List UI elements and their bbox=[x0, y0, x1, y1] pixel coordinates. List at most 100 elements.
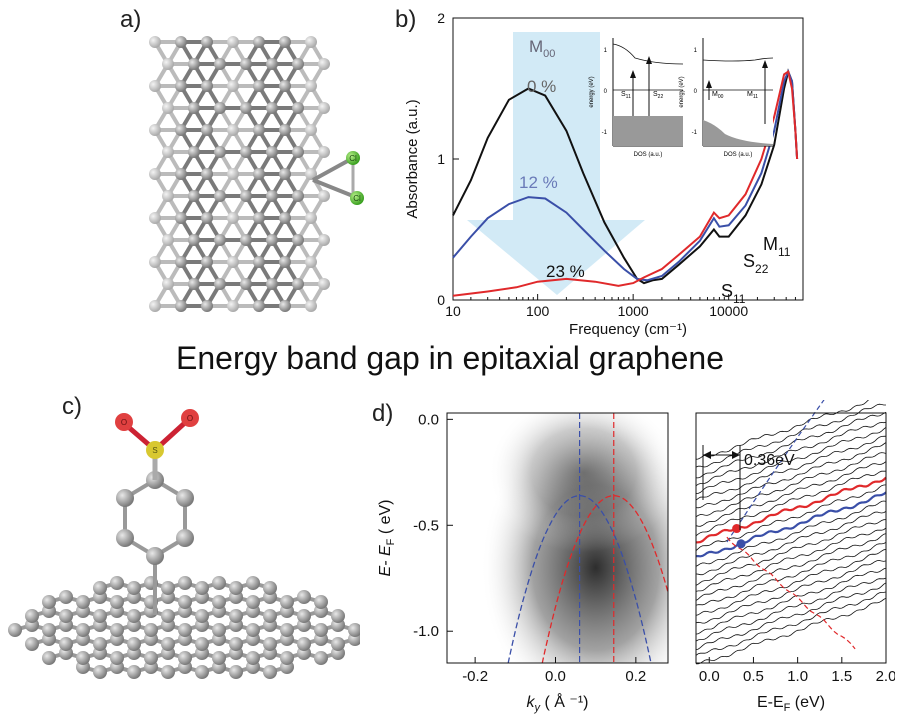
carbon-atom bbox=[201, 36, 213, 48]
panel-label-b: b) bbox=[395, 6, 417, 33]
panel-d-edc-stack: 0.0 0.5 1.0 1.5 2.0 E-EF (eV) 0.36eV bbox=[695, 400, 895, 714]
edc-curve bbox=[695, 591, 887, 656]
carbon-atom bbox=[266, 190, 278, 202]
carbon-atom bbox=[246, 576, 260, 590]
carbon-atom bbox=[93, 665, 107, 679]
carbon-atom bbox=[214, 102, 226, 114]
inset2-ytick: 1 bbox=[694, 48, 698, 54]
carbon-atom bbox=[263, 665, 277, 679]
carbon-atom bbox=[214, 278, 226, 290]
panel-label-d: d) bbox=[372, 400, 394, 427]
carbon-atom bbox=[227, 168, 239, 180]
carbon-atom bbox=[175, 212, 187, 224]
carbon-atom bbox=[280, 651, 294, 665]
carbon-atom bbox=[253, 36, 265, 48]
inset1-ytick: 1 bbox=[604, 48, 608, 54]
panel-label-a: a) bbox=[120, 6, 142, 33]
carbon-atom bbox=[188, 234, 200, 246]
inset1-label-s22: S22 bbox=[653, 91, 663, 100]
carbon-atom bbox=[263, 637, 277, 651]
carbon-atom bbox=[59, 637, 73, 651]
carbon-atom bbox=[240, 58, 252, 70]
inset2-ytick: -1 bbox=[692, 130, 698, 136]
inset1-ylabel: energy (eV) bbox=[589, 76, 595, 107]
chlorine-label: Cl bbox=[353, 194, 361, 203]
carbon-atom bbox=[149, 124, 161, 136]
sulfur-label: S bbox=[152, 446, 157, 455]
y-tick-label: -1.0 bbox=[413, 623, 439, 640]
x-axis-label: Frequency (cm⁻¹) bbox=[569, 321, 687, 338]
carbon-atom bbox=[212, 651, 226, 665]
series-line-0 bbox=[452, 68, 799, 285]
panel-d-arpes-map: -0.2 0.0 0.2 0.0 -0.5 -1.0 ky ( Å ⁻¹) E- EF ( e… bbox=[377, 411, 669, 714]
y-tick-label: 0 bbox=[437, 292, 445, 308]
band-edge-marker bbox=[732, 524, 742, 534]
carbon-atom bbox=[175, 256, 187, 268]
plot-frame bbox=[695, 412, 887, 664]
carbon-atom bbox=[297, 609, 311, 623]
carbon-atom bbox=[292, 234, 304, 246]
carbon-atom bbox=[279, 80, 291, 92]
carbon-atom bbox=[76, 651, 90, 665]
y-axis-label: Absorbance (a.u.) bbox=[404, 99, 421, 218]
x-tick-label: 0.0 bbox=[699, 668, 720, 685]
carbon-atom bbox=[59, 609, 73, 623]
carbon-atom bbox=[201, 80, 213, 92]
curve-label-23pct: 23 % bbox=[546, 262, 585, 281]
carbon-atom bbox=[116, 489, 134, 507]
peak-label-m11: M11 bbox=[763, 234, 791, 259]
carbon-atom bbox=[127, 665, 141, 679]
carbon-atom bbox=[144, 623, 158, 637]
carbon-atom bbox=[253, 300, 265, 312]
y-axis-label: E- EF ( eV) bbox=[377, 500, 397, 577]
carbon-atom bbox=[305, 80, 317, 92]
carbon-atom bbox=[25, 609, 39, 623]
y-tick-label: -0.5 bbox=[413, 517, 439, 534]
edc-curve bbox=[695, 442, 887, 509]
carbon-atom bbox=[246, 623, 260, 637]
carbon-atom bbox=[266, 234, 278, 246]
carbon-atom bbox=[93, 581, 107, 595]
edc-curve bbox=[695, 400, 870, 460]
oxygen-label: O bbox=[187, 414, 193, 423]
carbon-atom bbox=[201, 300, 213, 312]
carbon-atom bbox=[279, 168, 291, 180]
band-edge-marker bbox=[736, 539, 746, 549]
x-tick-label: 0.5 bbox=[743, 668, 764, 685]
carbon-atom bbox=[305, 300, 317, 312]
carbon-atom bbox=[318, 234, 330, 246]
carbon-atom bbox=[149, 36, 161, 48]
inset1-label-s11: S11 bbox=[621, 91, 631, 100]
carbon-atom bbox=[110, 595, 124, 609]
dos-inset-semiconducting: S11 S22 1 0 -1 energy (eV) DOS (a.u.) bbox=[589, 38, 684, 158]
band-dispersion-line bbox=[541, 494, 668, 663]
carbon-atom bbox=[214, 190, 226, 202]
carbon-atom bbox=[42, 595, 56, 609]
carbon-atom bbox=[266, 102, 278, 114]
carbon-atom bbox=[212, 595, 226, 609]
carbon-atom bbox=[161, 665, 175, 679]
carbon-atom bbox=[348, 623, 360, 637]
carbon-atom bbox=[305, 36, 317, 48]
carbon-atom bbox=[188, 146, 200, 158]
carbon-atom bbox=[240, 190, 252, 202]
highlighted-edc-curve bbox=[696, 491, 887, 558]
carbon-atom bbox=[240, 146, 252, 158]
arrow-label: M00 bbox=[529, 37, 555, 60]
inset2-ylabel: energy (eV) bbox=[679, 76, 685, 107]
carbon-atom bbox=[279, 36, 291, 48]
carbon-atom bbox=[292, 58, 304, 70]
curve-label-12pct: 12 % bbox=[519, 173, 558, 192]
edc-curve bbox=[695, 500, 887, 567]
carbon-atom bbox=[297, 590, 311, 604]
chlorine-atom bbox=[346, 151, 360, 165]
carbon-atom bbox=[331, 609, 345, 623]
x-tick-label: 1.5 bbox=[831, 668, 852, 685]
carbon-atom bbox=[175, 36, 187, 48]
carbon-atom bbox=[110, 651, 124, 665]
carbon-atom bbox=[229, 581, 243, 595]
edc-curve bbox=[695, 470, 887, 537]
carbon-atom bbox=[201, 212, 213, 224]
carbon-atom bbox=[110, 576, 124, 590]
x-tick-label: 10 bbox=[445, 303, 461, 319]
